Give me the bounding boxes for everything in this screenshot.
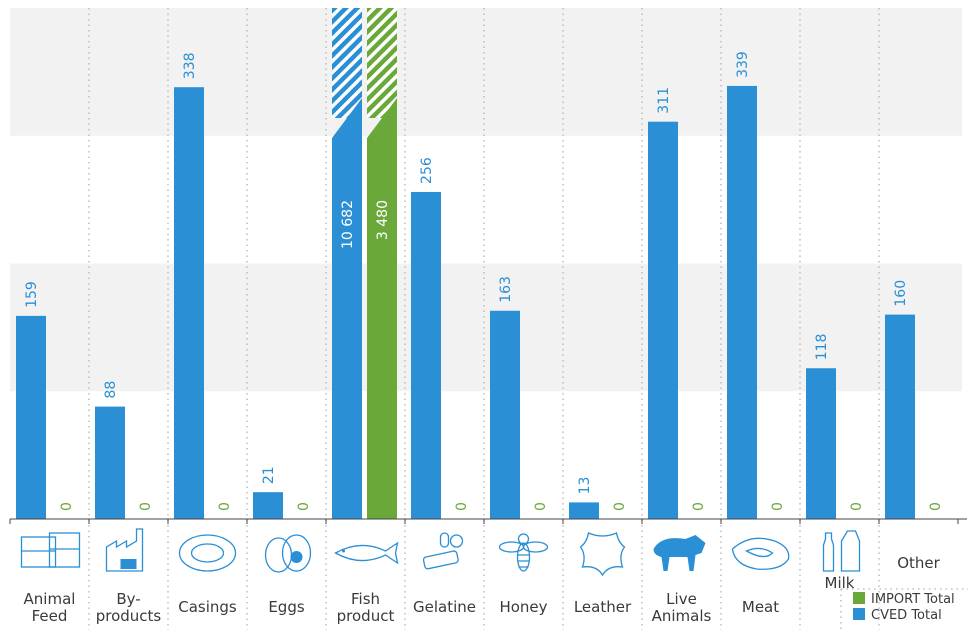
category-label-gelatine: Gelatine <box>413 598 476 616</box>
value-label: 0 <box>770 502 786 511</box>
category-label-animal-feed: Feed <box>32 607 68 625</box>
category-label-fish-product: Fish <box>351 590 380 608</box>
bar-milk-cved <box>806 368 836 519</box>
bar-honey-cved <box>490 310 520 519</box>
value-label: 256 <box>419 157 435 184</box>
bar-fish-product-cved <box>332 98 362 519</box>
value-label: 0 <box>296 502 312 511</box>
value-label: 3 480 <box>375 200 391 240</box>
category-label-animal-feed: Animal <box>24 590 76 608</box>
legend-entry: CVED Total <box>871 608 942 623</box>
bar-by-products-cved <box>95 406 125 519</box>
value-label: 21 <box>261 466 277 484</box>
bar-casings-cved <box>174 87 204 519</box>
bar-meat-cved <box>727 85 757 520</box>
category-label-milk: Milk <box>825 574 855 592</box>
category-label-honey: Honey <box>499 598 547 616</box>
value-label: 163 <box>498 276 514 303</box>
category-label-meat: Meat <box>742 598 779 616</box>
value-label: 0 <box>928 502 944 511</box>
category-separators <box>88 8 880 630</box>
value-label: 0 <box>217 502 233 511</box>
value-label: 0 <box>849 502 865 511</box>
legend-entry: IMPORT Total <box>871 592 955 607</box>
category-label-casings: Casings <box>178 598 237 616</box>
bar-break-fish-product <box>367 8 397 118</box>
bar-other-cved <box>885 314 915 519</box>
milk-bottle-icon <box>822 530 861 572</box>
hay-bales-icon <box>20 532 81 568</box>
value-label: 10 682 <box>340 200 356 249</box>
bar-fish-product-import <box>367 98 397 519</box>
bar-leather-cved <box>569 502 599 519</box>
value-label: 0 <box>533 502 549 511</box>
value-labels: 159 0 88 0 338 0 21 0 10 682 3 480 256 0 163 0 13 0 311 0… <box>24 51 944 511</box>
leather-hide-icon <box>579 532 626 577</box>
value-label: 159 <box>24 281 40 308</box>
bar-live-animals-cved <box>648 121 678 519</box>
fish-icon <box>334 541 399 565</box>
legend-swatch <box>853 592 865 604</box>
legend-swatch <box>853 608 865 620</box>
value-label: 13 <box>577 477 593 495</box>
value-label: 0 <box>59 502 75 511</box>
category-label-other: Other <box>897 554 940 572</box>
category-label-by-products: By- <box>116 590 140 608</box>
cattle-icon <box>653 535 706 571</box>
category-label-fish-product: product <box>337 607 395 625</box>
gelatine-candy-icon <box>422 532 464 570</box>
bar-animal-feed-cved <box>16 315 46 519</box>
value-label: 118 <box>814 334 830 361</box>
value-label: 88 <box>103 381 119 399</box>
bars <box>16 8 915 520</box>
x-axis <box>9 518 967 524</box>
grid-bands <box>10 8 962 392</box>
value-label: 338 <box>182 52 198 79</box>
category-label-live-animals: Live <box>666 590 697 608</box>
value-label: 339 <box>735 51 751 78</box>
category-icons <box>20 528 861 577</box>
category-label-leather: Leather <box>574 598 632 616</box>
value-label: 0 <box>612 502 628 511</box>
bar-gelatine-cved <box>411 191 441 519</box>
value-label: 0 <box>691 502 707 511</box>
value-label: 160 <box>893 280 909 307</box>
bar-break-fish-product <box>332 8 362 118</box>
category-label-by-products: products <box>96 607 162 625</box>
eggs-icon <box>264 534 312 573</box>
factory-icon <box>105 528 144 572</box>
meat-cut-icon <box>731 537 790 570</box>
value-label: 0 <box>454 502 470 511</box>
category-label-eggs: Eggs <box>268 598 305 616</box>
category-label-live-animals: Animals <box>652 607 712 625</box>
value-label: 311 <box>656 87 672 114</box>
value-label: 0 <box>138 502 154 511</box>
bee-icon <box>498 533 549 572</box>
bar-eggs-cved <box>253 492 283 519</box>
sausage-casing-icon <box>178 534 237 572</box>
grid-band <box>10 263 962 392</box>
grid-band <box>10 8 962 136</box>
